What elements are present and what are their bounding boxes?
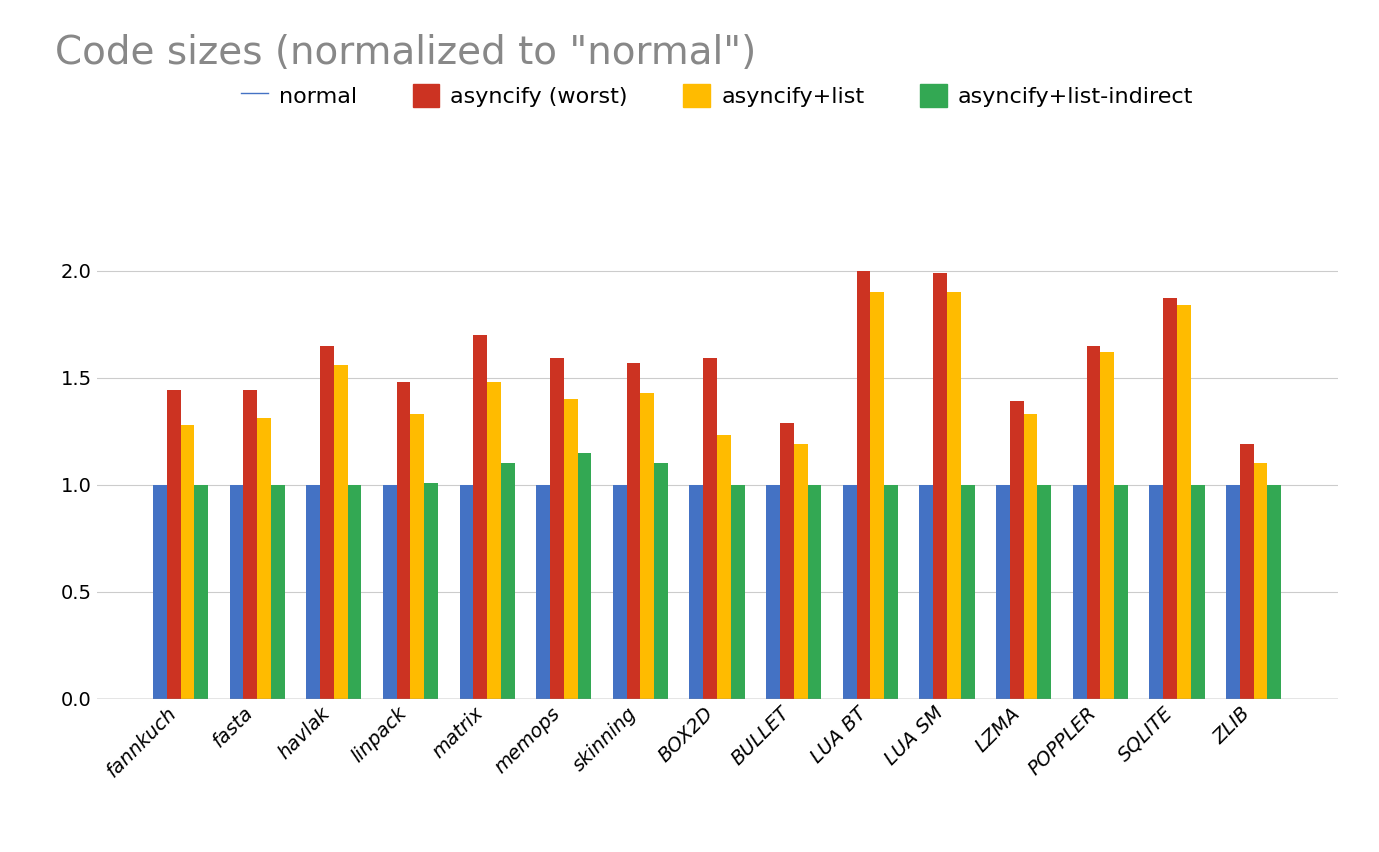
Bar — [181, 425, 194, 699]
Bar — [411, 414, 425, 699]
Bar — [934, 273, 947, 699]
Bar — [194, 485, 208, 699]
Bar — [1267, 485, 1281, 699]
Bar — [920, 485, 934, 699]
Bar — [1114, 485, 1128, 699]
Bar — [578, 452, 592, 699]
Bar — [1226, 485, 1240, 699]
Bar — [487, 382, 501, 699]
Bar — [612, 485, 626, 699]
Bar — [703, 359, 717, 699]
Bar — [996, 485, 1009, 699]
Bar — [961, 485, 975, 699]
Bar — [320, 346, 334, 699]
Bar — [397, 382, 411, 699]
Bar — [767, 485, 781, 699]
Bar — [1073, 485, 1087, 699]
Bar — [1087, 346, 1100, 699]
Bar — [626, 363, 640, 699]
Bar — [843, 485, 856, 699]
Bar — [870, 292, 884, 699]
Bar — [781, 423, 794, 699]
Bar — [884, 485, 898, 699]
Bar — [1254, 463, 1267, 699]
Bar — [731, 485, 745, 699]
Legend: normal, asyncify (worst), asyncify+list, asyncify+list-indirect: normal, asyncify (worst), asyncify+list,… — [232, 75, 1202, 116]
Bar — [794, 444, 808, 699]
Bar — [258, 418, 272, 699]
Bar — [947, 292, 961, 699]
Bar — [550, 359, 564, 699]
Bar — [1009, 401, 1023, 699]
Bar — [229, 485, 243, 699]
Bar — [536, 485, 550, 699]
Bar — [383, 485, 397, 699]
Bar — [459, 485, 473, 699]
Bar — [1023, 414, 1037, 699]
Bar — [473, 335, 487, 699]
Bar — [306, 485, 320, 699]
Bar — [690, 485, 703, 699]
Bar — [856, 271, 870, 699]
Bar — [1240, 444, 1254, 699]
Bar — [1191, 485, 1205, 699]
Bar — [654, 463, 667, 699]
Bar — [272, 485, 285, 699]
Bar — [564, 399, 578, 699]
Bar — [167, 390, 181, 699]
Bar — [425, 482, 439, 699]
Bar — [501, 463, 514, 699]
Bar — [717, 435, 731, 699]
Bar — [1100, 352, 1114, 699]
Text: Code sizes (normalized to "normal"): Code sizes (normalized to "normal") — [55, 34, 757, 72]
Bar — [348, 485, 361, 699]
Bar — [243, 390, 258, 699]
Bar — [1149, 485, 1162, 699]
Bar — [1037, 485, 1051, 699]
Bar — [334, 365, 348, 699]
Bar — [1162, 298, 1176, 699]
Bar — [640, 393, 654, 699]
Bar — [1176, 305, 1191, 699]
Bar — [808, 485, 822, 699]
Bar — [153, 485, 167, 699]
